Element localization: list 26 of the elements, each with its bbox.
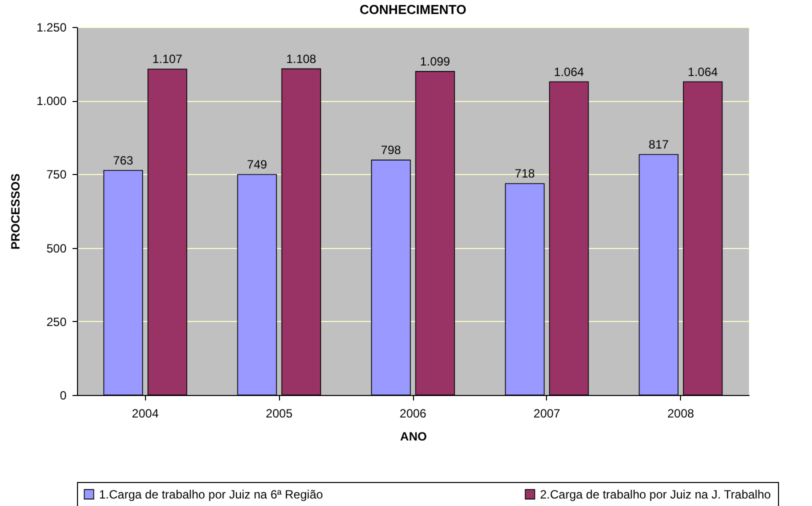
data-label: 749 [247, 157, 268, 172]
data-label: 1.064 [688, 64, 718, 79]
data-label: 718 [514, 166, 536, 181]
y-tick-label: 1.250 [36, 20, 67, 34]
x-tick-label: 2006 [400, 406, 427, 420]
y-axis-title: PROCESSOS [8, 173, 22, 250]
data-label: 1.099 [420, 54, 450, 68]
data-label: 817 [648, 137, 669, 152]
chart-title: CONHECIMENTO [360, 2, 466, 17]
x-tick-label: 2005 [266, 406, 293, 420]
legend-label: 2.Carga de trabalho por Juiz na J. Trabalho [540, 487, 772, 502]
y-tick-label: 250 [46, 314, 67, 329]
data-label: 763 [113, 153, 134, 168]
y-tick-label: 0 [60, 388, 67, 402]
y-tick-label: 1.000 [36, 94, 67, 108]
y-tick-label: 500 [46, 241, 67, 256]
y-tick-label: 750 [46, 168, 67, 182]
data-label: 1.064 [554, 64, 584, 79]
legend-label: 1.Carga de trabalho por Juiz na 6ª Região [99, 487, 324, 502]
x-tick-label: 2004 [132, 406, 159, 420]
data-label: 1.108 [286, 52, 317, 66]
data-label: 1.107 [152, 52, 183, 66]
x-axis-title: ANO [400, 430, 427, 444]
data-label: 798 [380, 143, 402, 158]
x-tick-label: 2008 [667, 406, 694, 420]
x-tick-label: 2007 [534, 406, 561, 420]
